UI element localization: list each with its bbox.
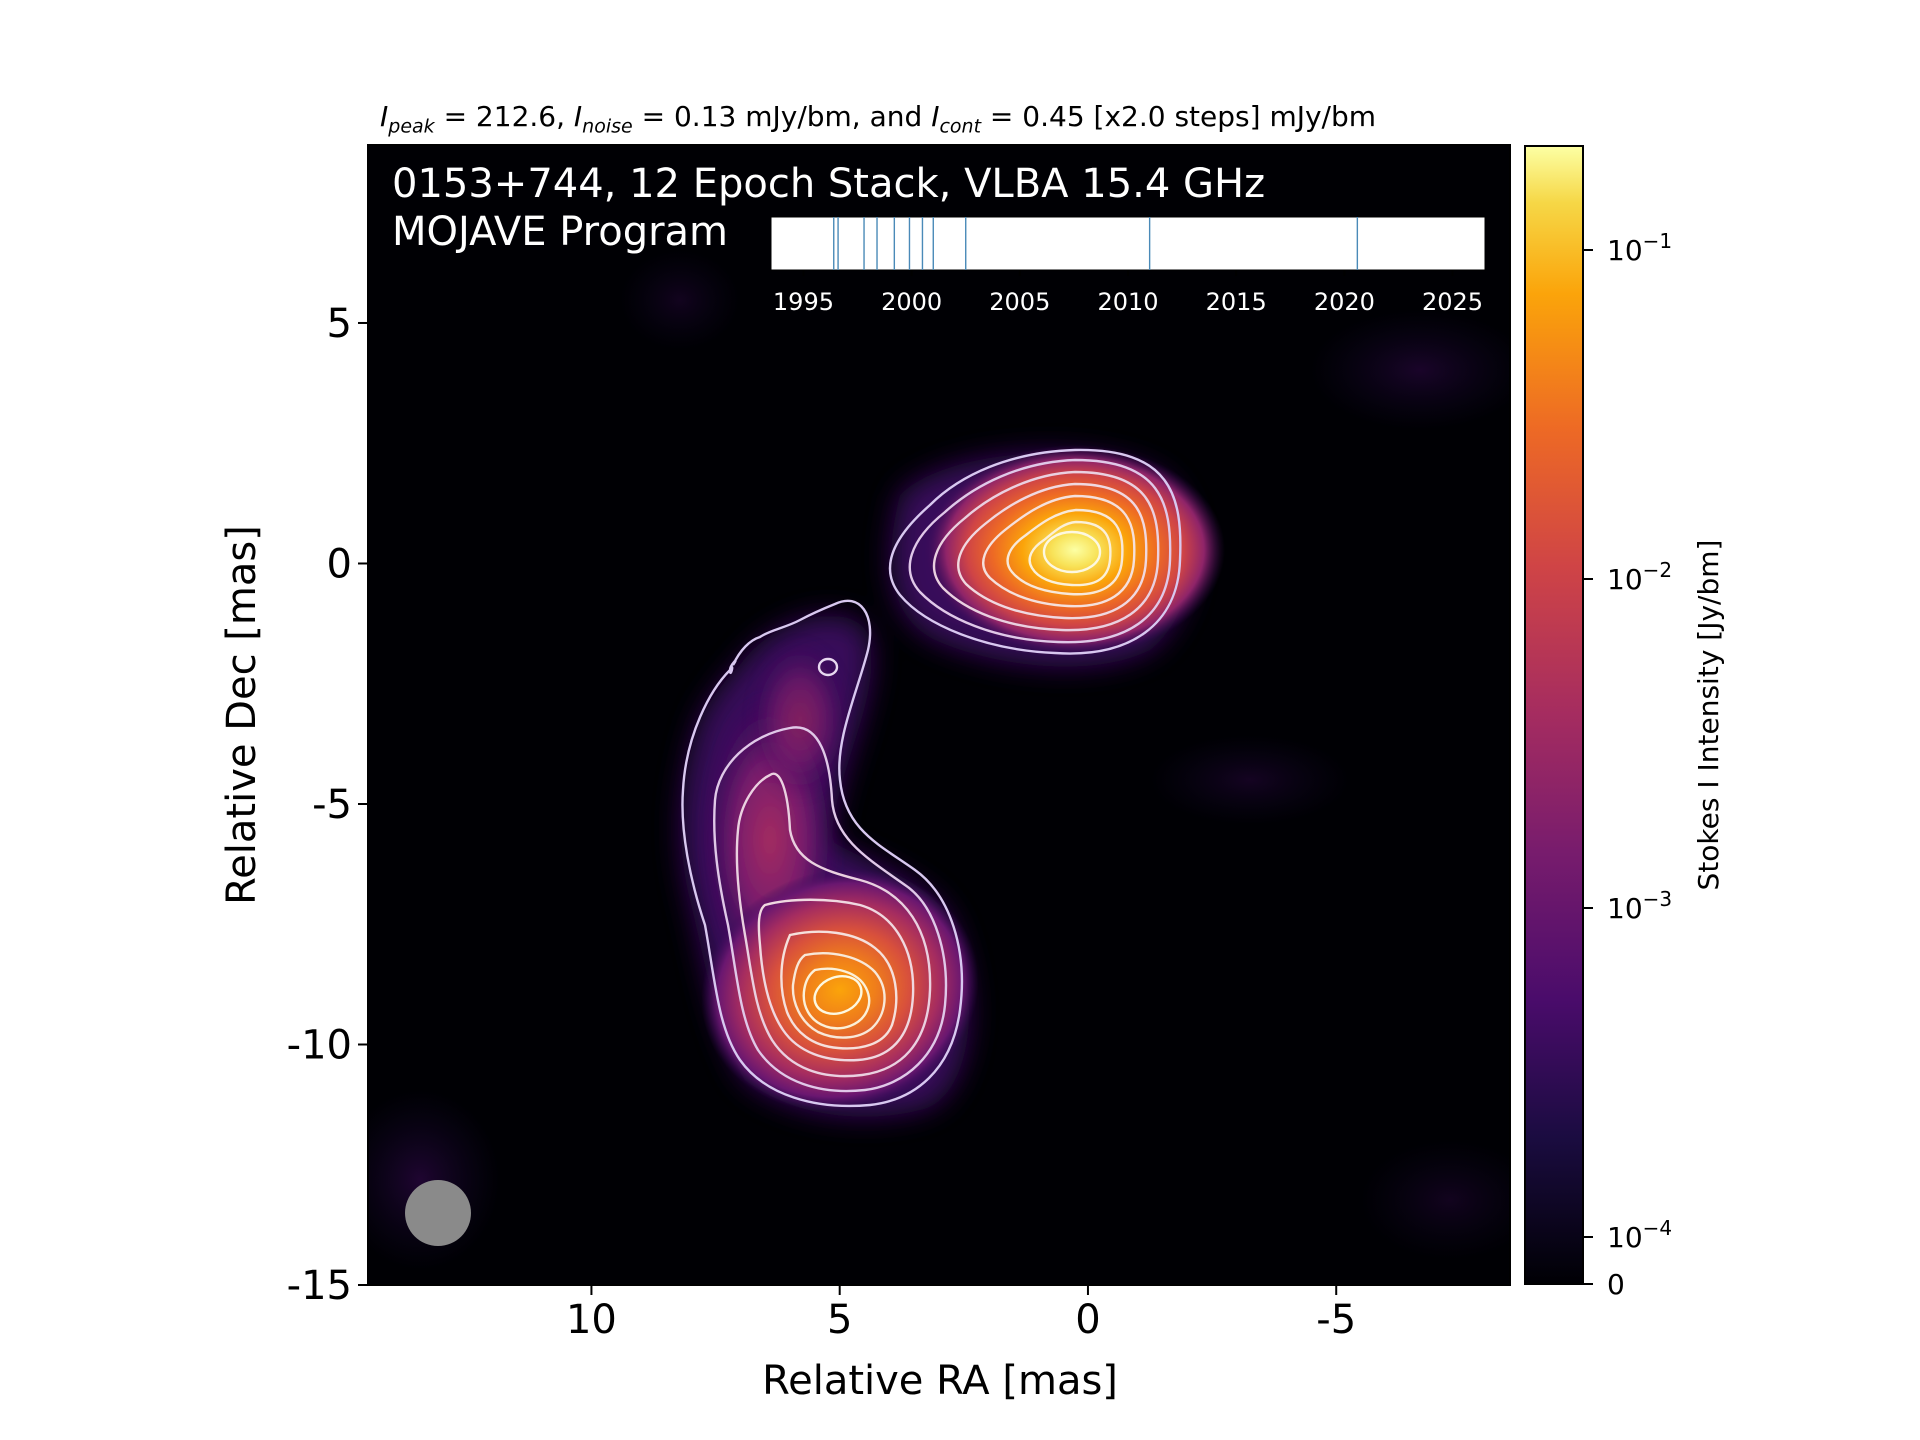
core-contours [888, 448, 1182, 655]
colorbar-tick-base: 10 [1607, 234, 1643, 267]
x-tick-label: 10 [566, 1297, 617, 1343]
jet-contours [681, 599, 964, 1108]
plot-title-line-1: 0153+744, 12 Epoch Stack, VLBA 15.4 GHz [392, 161, 1265, 207]
colorbar-tick-label: 10−3 [1607, 887, 1672, 925]
x-tick-label: 5 [827, 1297, 852, 1343]
jet-emission [750, 640, 850, 800]
colorbar-tick-base: 10 [1607, 563, 1643, 596]
epoch-lines [833, 217, 1359, 270]
colorbar-tick-exponent: −1 [1643, 229, 1672, 253]
epoch-tick-label: 2025 [1422, 288, 1483, 316]
background-haze [1310, 310, 1510, 430]
y-axis-label: Relative Dec [mas] [219, 525, 265, 905]
epoch-ticks: 1995 2000 2005 2010 2015 2020 2025 [773, 270, 1483, 316]
epoch-tick-label: 2020 [1314, 288, 1375, 316]
noise-subscript: noise [582, 115, 633, 138]
colorbar-tick-label: 10−2 [1607, 558, 1672, 596]
colorbar-tick-base: 10 [1607, 1221, 1643, 1254]
cont-subscript: cont [939, 115, 982, 138]
colorbar-tick-exponent: −3 [1643, 887, 1672, 911]
background-haze [368, 1090, 500, 1270]
y-tick-label: 5 [327, 301, 352, 347]
cont-text: = 0.45 [x2.0 steps] mJy/bm [981, 100, 1377, 133]
plot-title-line-2: MOJAVE Program [392, 209, 728, 255]
colorbar [1524, 145, 1584, 1285]
plot-area [368, 145, 1510, 1285]
x-axis-ticks: 10 5 0 -5 [566, 1285, 1356, 1343]
plot-frame [367, 144, 1511, 1286]
x-axis-label: Relative RA [mas] [762, 1358, 1118, 1404]
background-haze [1360, 1140, 1510, 1260]
background-haze [1150, 735, 1350, 825]
colorbar-tick-exponent: −2 [1643, 558, 1672, 582]
y-tick-label: -5 [312, 782, 352, 828]
colorbar-tick-base: 10 [1607, 892, 1643, 925]
epoch-tick-label: 2005 [989, 288, 1050, 316]
restoring-beam [405, 1180, 471, 1246]
y-tick-label: -10 [287, 1022, 352, 1068]
x-tick-label: -5 [1316, 1297, 1356, 1343]
epoch-tick-label: 2000 [881, 288, 942, 316]
peak-text: = 212.6, [434, 100, 574, 133]
colorbar-tick-label: 10−1 [1607, 229, 1672, 267]
y-tick-label: -15 [287, 1263, 352, 1309]
epoch-tick-label: 2010 [1097, 288, 1158, 316]
epoch-tick-label: 2015 [1206, 288, 1267, 316]
background-haze [620, 250, 740, 350]
noise-text: = 0.13 mJy/bm, and [632, 100, 932, 133]
y-tick-label: 0 [327, 541, 352, 587]
colorbar-tick-label: 0 [1607, 1268, 1625, 1301]
cont-symbol: I [931, 100, 940, 133]
x-tick-label: 0 [1075, 1297, 1100, 1343]
colorbar-ticks: 10−110−210−310−40 [1583, 229, 1672, 1301]
peak-symbol: I [380, 100, 389, 133]
core-emission [925, 445, 1225, 655]
colorbar-tick-label: 10−4 [1607, 1216, 1672, 1254]
figure-caption: Ipeak = 212.6, Inoise = 0.13 mJy/bm, and… [380, 100, 1376, 138]
noise-symbol: I [573, 100, 583, 133]
y-axis-ticks: 5 0 -5 -10 -15 [287, 301, 368, 1309]
peak-subscript: peak [388, 115, 435, 138]
colorbar-label: Stokes I Intensity [Jy/bm] [1692, 540, 1725, 891]
intensity-map [368, 250, 1510, 1270]
colorbar-tick-exponent: −4 [1643, 1216, 1672, 1240]
colorbar-tick-base: 0 [1607, 1268, 1625, 1301]
epoch-timeline-box [770, 216, 1486, 271]
epoch-tick-label: 1995 [773, 288, 834, 316]
